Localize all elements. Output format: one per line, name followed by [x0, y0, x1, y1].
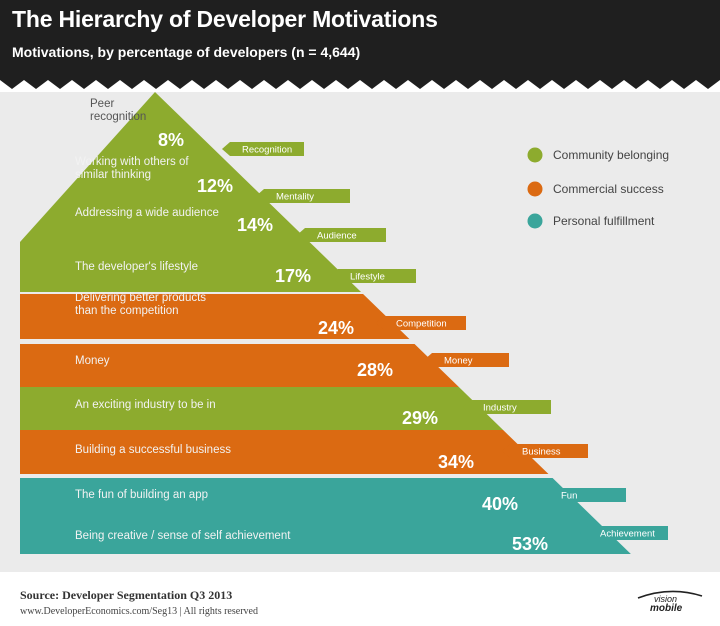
band-label: Money: [75, 355, 110, 367]
band-percent: 40%: [482, 494, 518, 514]
tag-label: Lifestyle: [350, 272, 385, 283]
legend-marker: [527, 181, 543, 197]
legend-label: Commercial success: [553, 182, 664, 196]
tag-ribbon: [424, 353, 509, 367]
tag-ribbon: [541, 488, 626, 502]
band-label: Peer recognition: [90, 98, 146, 123]
tag-ribbon: [580, 526, 668, 540]
band-label: Delivering better products than the compe…: [75, 292, 206, 317]
tag-ribbon: [463, 400, 551, 414]
band-percent: 34%: [438, 452, 474, 472]
band-label: Working with others of similar thinking: [75, 156, 189, 181]
band-label: An exciting industry to be in: [75, 399, 216, 411]
band-percent: 14%: [237, 215, 273, 235]
zigzag-edge: [0, 78, 720, 89]
tag-label: Money: [444, 356, 473, 367]
tag-label: Fun: [561, 491, 577, 502]
band-percent: 24%: [318, 318, 354, 338]
tag-ribbon: [376, 316, 466, 330]
header-bar: The Hierarchy of Developer Motivations M…: [0, 0, 720, 80]
pyramid-band-3: [20, 344, 459, 387]
legend-marker: [527, 213, 543, 229]
tag-ribbon: [502, 444, 588, 458]
pyramid-band-4: [20, 387, 504, 430]
tag-label: Industry: [483, 403, 517, 414]
pyramid-chart: Peer recognition 8% Recognition Working with…: [20, 92, 669, 554]
band-label: Building a successful business: [75, 444, 231, 456]
tag-label: Achievement: [600, 529, 655, 540]
tag-ribbon: [256, 189, 350, 203]
source-note: Source: Developer Segmentation Q3 2013: [20, 588, 233, 602]
pyramid-band-2: [20, 294, 410, 339]
visionmobile-logo: vision mobile: [637, 590, 703, 612]
chart-panel: Peer recognition 8% Recognition Working with…: [0, 92, 720, 572]
pyramid-band-1: [20, 92, 361, 292]
band-label: The developer's lifestyle: [75, 261, 198, 273]
tag-label: Recognition: [242, 145, 292, 156]
legend-marker: [527, 147, 543, 163]
band-percent: 53%: [512, 534, 548, 554]
chart-subtitle: Motivations, by percentage of developers…: [12, 44, 361, 60]
tag-label: Business: [522, 447, 561, 458]
tag-ribbon: [222, 142, 304, 156]
pyramid-band-6: [20, 478, 631, 554]
legend-label: Personal fulfillment: [553, 214, 655, 228]
tag-label: Mentality: [276, 192, 314, 203]
logo-text-top: vision: [654, 594, 677, 604]
legend-label: Community belonging: [553, 148, 669, 162]
tag-ribbon: [297, 228, 386, 242]
band-percent: 28%: [357, 360, 393, 380]
band-label: Addressing a wide audience: [75, 207, 219, 219]
tag-label: Competition: [396, 319, 447, 330]
pyramid-band-5: [20, 430, 549, 474]
band-percent: 8%: [158, 130, 184, 150]
tag-ribbon: [330, 269, 416, 283]
band-label: Being creative / sense of self achieveme…: [75, 530, 291, 542]
tag-label: Audience: [317, 231, 357, 242]
chart-title: The Hierarchy of Developer Motivations: [12, 6, 438, 32]
band-percent: 17%: [275, 266, 311, 286]
band-label: The fun of building an app: [75, 489, 208, 501]
logo-text-bottom: mobile: [650, 603, 683, 612]
band-percent: 29%: [402, 408, 438, 428]
source-url: www.DeveloperEconomics.com/Seg13 | All r…: [20, 606, 258, 617]
band-percent: 12%: [197, 176, 233, 196]
